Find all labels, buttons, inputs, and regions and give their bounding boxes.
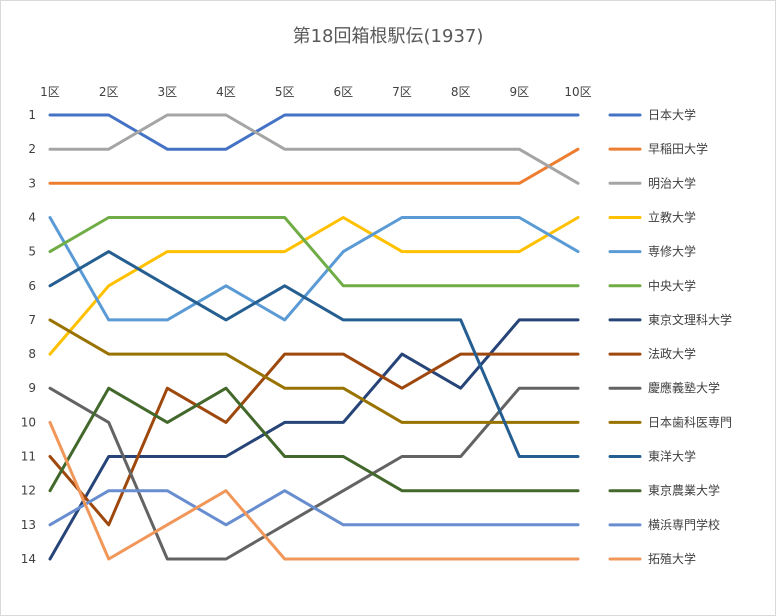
y-tick-label: 13 — [21, 518, 36, 532]
x-tick-label: 5区 — [275, 85, 295, 99]
y-tick-label: 14 — [21, 552, 36, 566]
y-tick-label: 12 — [21, 484, 36, 498]
legend-label: 拓殖大学 — [648, 551, 696, 566]
x-tick-label: 2区 — [99, 85, 119, 99]
y-tick-label: 11 — [21, 450, 36, 464]
y-tick-label: 6 — [28, 279, 36, 293]
y-tick-label: 7 — [28, 313, 36, 327]
legend-label: 日本大学 — [648, 107, 696, 122]
y-tick-label: 9 — [28, 381, 36, 395]
chart-title: 第18回箱根駅伝(1937) — [293, 26, 484, 47]
legend-label: 慶應義塾大学 — [648, 380, 720, 395]
legend-label: 東京文理科大学 — [648, 312, 732, 327]
legend-label: 日本歯科医専門 — [648, 415, 732, 429]
y-tick-label: 5 — [28, 245, 36, 259]
legend-label: 横浜専門学校 — [648, 517, 720, 532]
x-tick-label: 7区 — [392, 85, 412, 99]
series-line — [48, 318, 580, 424]
series-line — [48, 147, 580, 185]
y-tick-label: 3 — [28, 176, 36, 190]
series-line — [48, 420, 580, 561]
y-tick-label: 10 — [21, 415, 36, 429]
series-line — [48, 216, 580, 322]
y-tick-label: 1 — [28, 108, 36, 122]
series-line — [48, 216, 580, 288]
series-line — [48, 489, 580, 527]
legend-label: 東洋大学 — [648, 449, 696, 464]
y-tick-label: 4 — [28, 210, 36, 224]
legend-label: 中央大学 — [648, 278, 696, 293]
x-tick-label: 3区 — [158, 85, 178, 99]
legend-label: 早稲田大学 — [648, 141, 708, 156]
y-tick-label: 2 — [28, 142, 36, 156]
legend: 日本大学早稲田大学明治大学立教大学専修大学中央大学東京文理科大学法政大学慶應義塾… — [608, 107, 732, 566]
x-tick-label: 9区 — [510, 85, 530, 99]
x-tick-label: 8区 — [451, 85, 471, 99]
x-tick-label: 6区 — [334, 85, 354, 99]
legend-label: 立教大学 — [648, 209, 696, 224]
series-line — [48, 386, 580, 493]
x-tick-label: 10区 — [564, 85, 591, 99]
series-line — [48, 113, 580, 185]
x-axis-ticks: 1区 2区 3区 4区 5区 6区 7区 8区 9区 10区 — [40, 85, 591, 99]
legend-label: 明治大学 — [648, 175, 696, 190]
y-tick-label: 8 — [28, 347, 36, 361]
series-line — [48, 352, 580, 527]
series-lines — [48, 113, 580, 561]
x-tick-label: 1区 — [40, 85, 60, 99]
legend-label: 専修大学 — [648, 244, 696, 259]
x-tick-label: 4区 — [216, 85, 236, 99]
legend-label: 法政大学 — [648, 346, 696, 361]
series-line — [48, 250, 580, 458]
legend-label: 東京農業大学 — [648, 483, 720, 498]
